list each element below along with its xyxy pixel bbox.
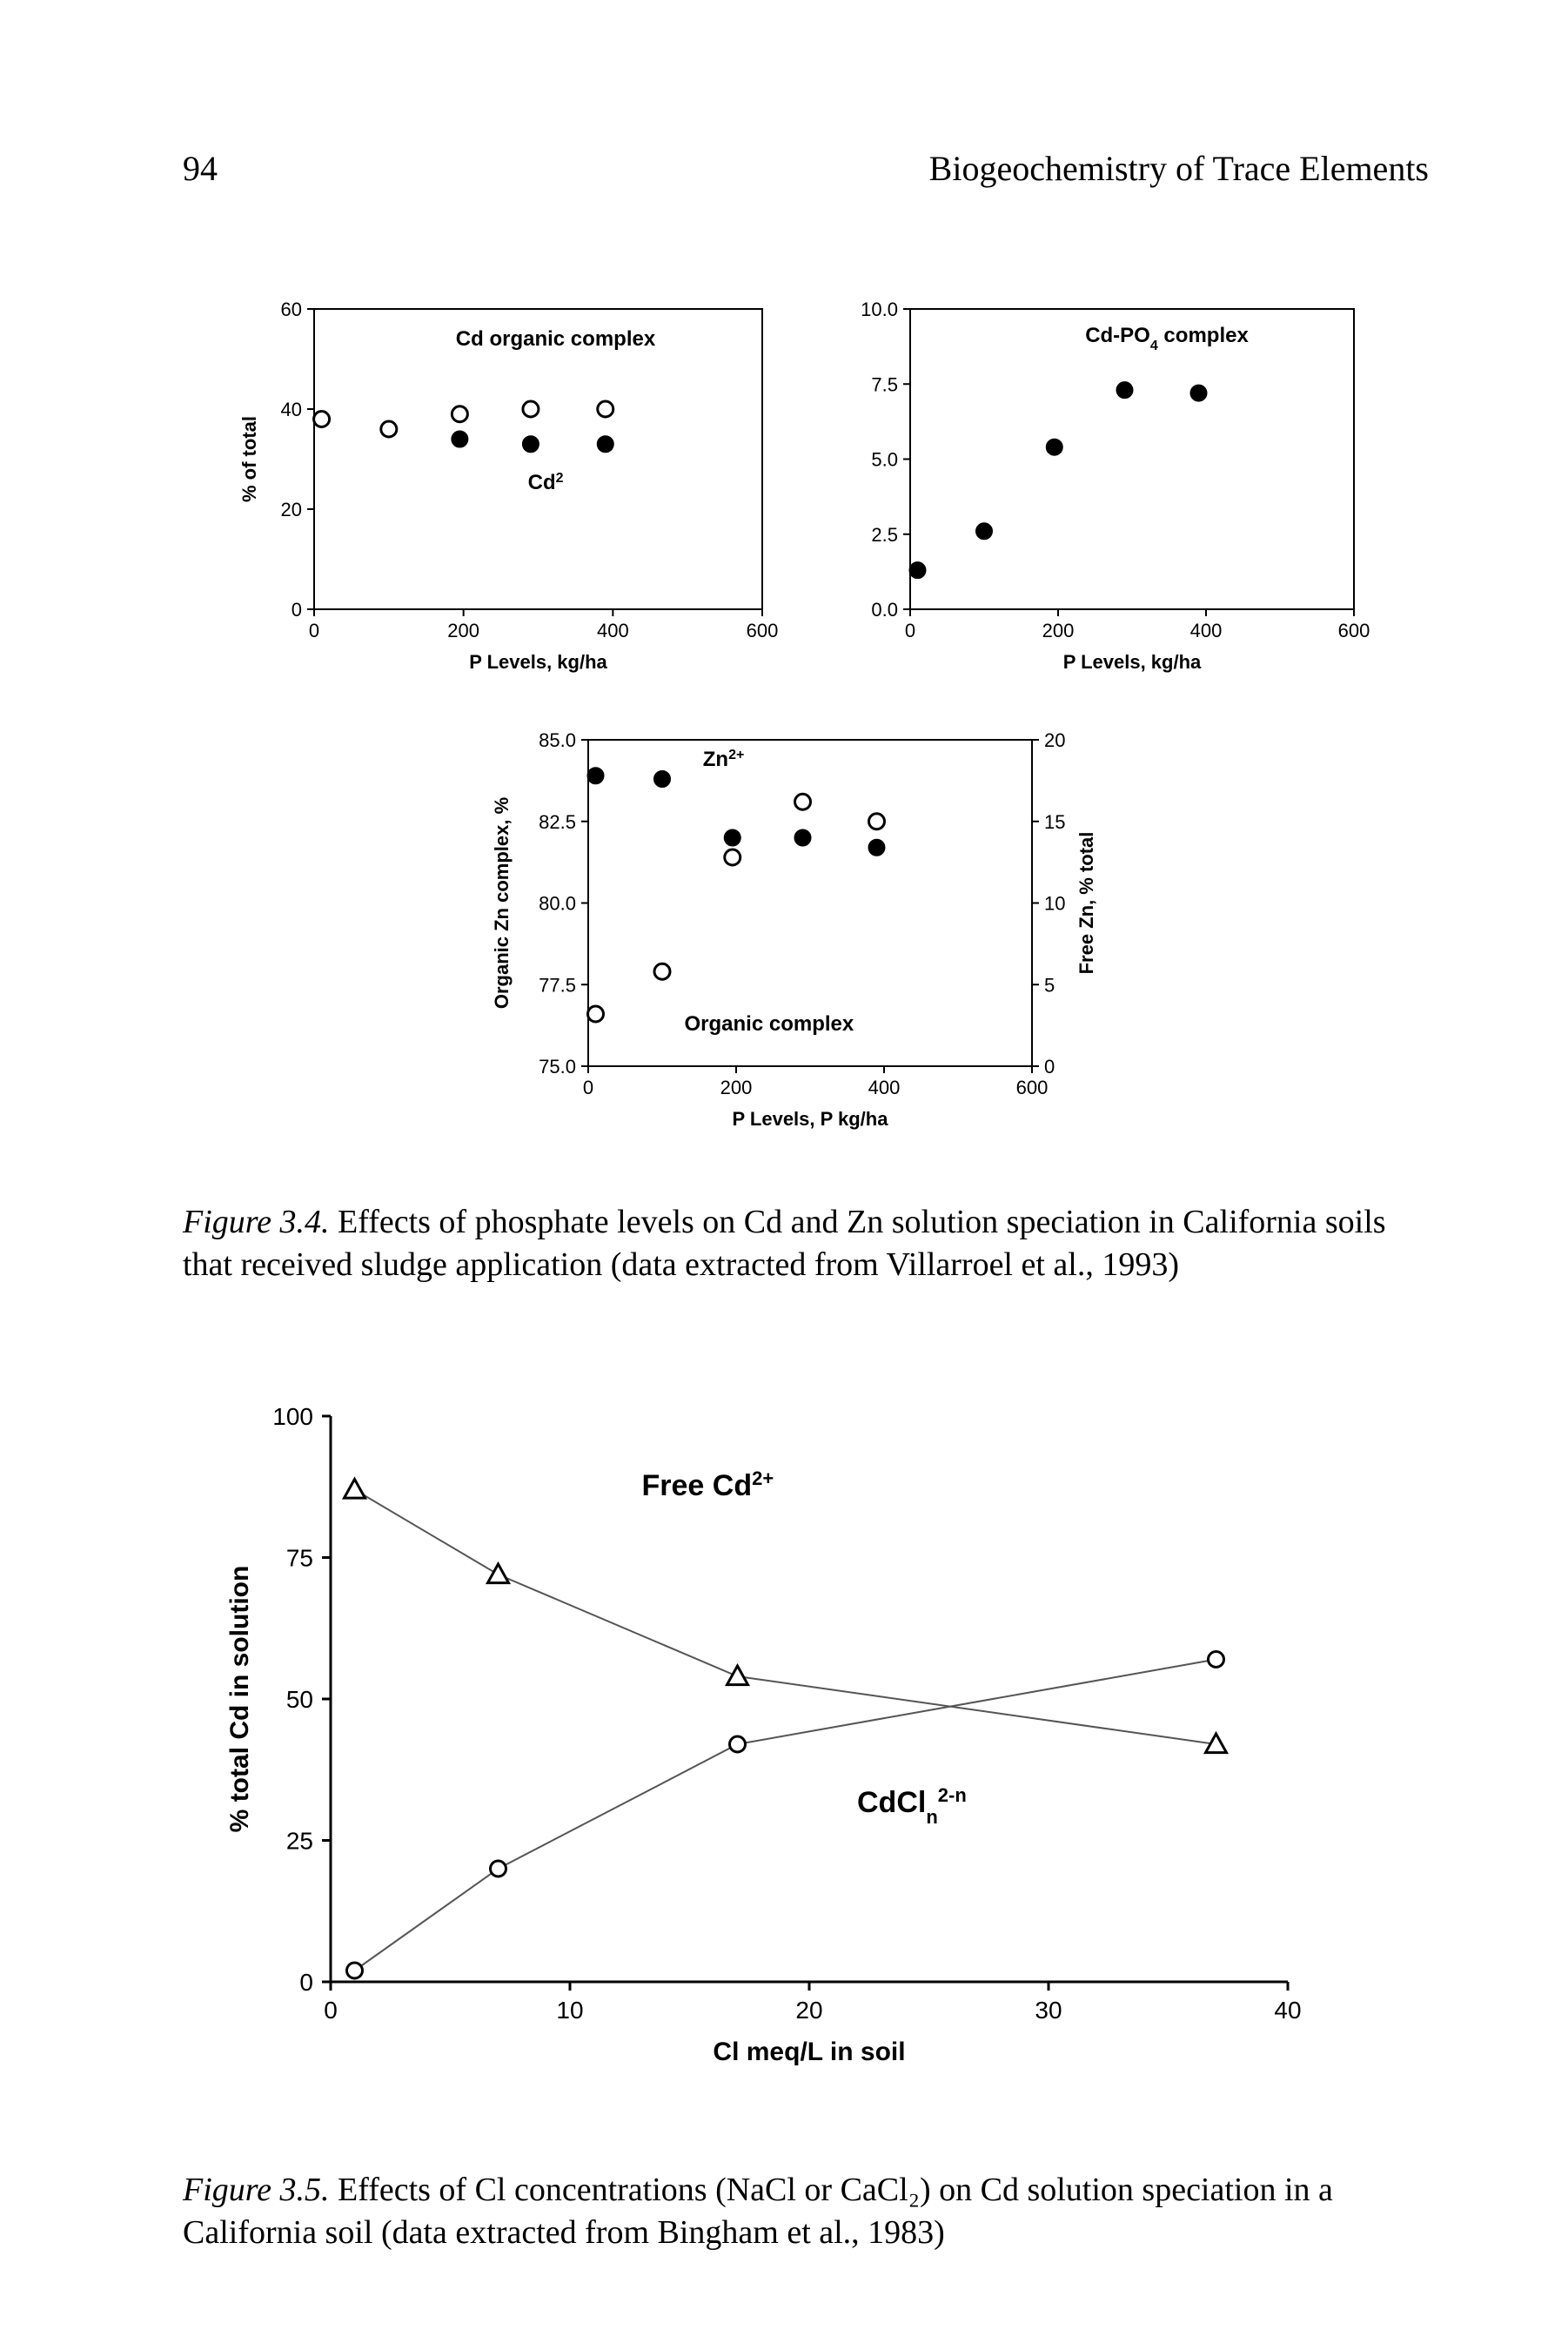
svg-text:60: 60 [281,299,302,320]
svg-text:Zn2+: Zn2+ [703,748,745,772]
svg-text:85.0: 85.0 [539,729,576,751]
svg-text:82.5: 82.5 [539,811,576,833]
svg-text:Organic complex: Organic complex [685,1012,854,1036]
svg-text:Cd organic complex: Cd organic complex [456,327,656,351]
svg-text:77.5: 77.5 [539,974,576,996]
svg-text:600: 600 [1338,620,1370,641]
fig34-caption-body: Effects of phosphate levels on Cd and Zn… [183,1204,1386,1283]
svg-text:0: 0 [291,599,302,621]
svg-text:7.5: 7.5 [871,373,898,395]
svg-text:CdCln2-n: CdCln2-n [857,1784,967,1828]
fig34-row1: 02040600200400600P Levels, kg/ha% of tot… [183,287,1429,701]
svg-text:400: 400 [1190,620,1223,641]
svg-text:20: 20 [1044,729,1065,751]
svg-text:75.0: 75.0 [539,1056,576,1078]
fig34-row2: 75.077.580.082.585.0051015200200400600P … [183,718,1429,1175]
svg-text:Cl meq/L in soil: Cl meq/L in soil [713,2038,905,2066]
svg-text:20: 20 [795,1997,822,2024]
svg-text:30: 30 [1035,1997,1062,2024]
svg-text:2.5: 2.5 [871,524,898,546]
svg-text:40: 40 [1274,1997,1301,2024]
svg-text:10: 10 [556,1997,583,2024]
figures-block: 02040600200400600P Levels, kg/ha% of tot… [183,287,1429,2254]
fig35-caption-body: Effects of Cl concentrations (NaCl or Ca… [183,2172,1333,2251]
svg-text:600: 600 [1016,1077,1049,1098]
running-title: Biogeochemistry of Trace Elements [929,148,1429,189]
svg-text:25: 25 [286,1828,313,1855]
svg-text:75: 75 [286,1545,313,1572]
svg-text:% of total: % of total [238,416,260,502]
fig35-caption: Figure 3.5. Effects of Cl concentrations… [183,2169,1429,2253]
svg-text:5: 5 [1044,974,1055,996]
fig34-panel-b: 0.0 2.5 5.0 7.5 10.0 0 200 400 600 P Levels, kg/h… [823,287,1380,701]
svg-text:200: 200 [720,1077,753,1098]
svg-text:200: 200 [447,620,479,641]
svg-text:400: 400 [868,1077,901,1098]
fig34-caption: Figure 3.4. Effects of phosphate levels … [183,1201,1429,1286]
svg-text:Cd-PO4 complex: Cd-PO4 complex [1085,324,1249,353]
svg-text:10: 10 [1044,893,1065,915]
svg-text:% total Cd in solution: % total Cd in solution [225,1566,254,1833]
svg-text:Cd2: Cd2 [528,471,564,495]
svg-text:P Levels, kg/ha: P Levels, kg/ha [1063,651,1202,673]
svg-text:15: 15 [1044,811,1065,833]
page: 94 Biogeochemistry of Trace Elements 0 20… [0,0,1568,2350]
svg-text:P Levels, kg/ha: P Levels, kg/ha [469,651,607,673]
svg-text:Free Cd2+: Free Cd2+ [642,1467,774,1503]
fig35-panel: 0 25 50 75 100 0 10 20 30 40 Cl meq/L in soil % tot… [200,1390,1429,2117]
svg-text:80.0: 80.0 [539,893,576,915]
page-header: 94 Biogeochemistry of Trace Elements [183,148,1429,189]
svg-text:0.0: 0.0 [871,599,898,621]
fig34-panel-a: 02040600200400600P Levels, kg/ha% of tot… [231,287,788,701]
svg-text:40: 40 [281,399,302,420]
svg-text:20: 20 [281,499,302,520]
svg-text:400: 400 [597,620,629,641]
svg-text:P Levels, P kg/ha: P Levels, P kg/ha [733,1108,889,1130]
svg-text:100: 100 [272,1403,313,1430]
svg-text:200: 200 [1042,620,1075,641]
svg-text:0: 0 [309,620,319,641]
svg-text:0: 0 [1044,1056,1055,1078]
svg-text:600: 600 [747,620,779,641]
svg-text:50: 50 [286,1686,313,1713]
svg-text:0: 0 [583,1077,593,1098]
svg-text:0: 0 [299,1969,313,1996]
fig35-caption-prefix: Figure 3.5. [183,2172,330,2208]
svg-text:Free Zn, % total: Free Zn, % total [1075,832,1097,975]
page-number: 94 [183,148,218,189]
svg-text:10.0: 10.0 [861,299,898,320]
svg-text:Organic Zn complex, %: Organic Zn complex, % [491,797,513,1009]
svg-text:0: 0 [905,620,915,641]
fig34-caption-prefix: Figure 3.4. [183,1204,330,1240]
fig34-panel-c: 75.077.580.082.585.0051015200200400600P … [475,718,1136,1175]
svg-text:0: 0 [324,1997,338,2024]
svg-text:5.0: 5.0 [871,449,898,471]
